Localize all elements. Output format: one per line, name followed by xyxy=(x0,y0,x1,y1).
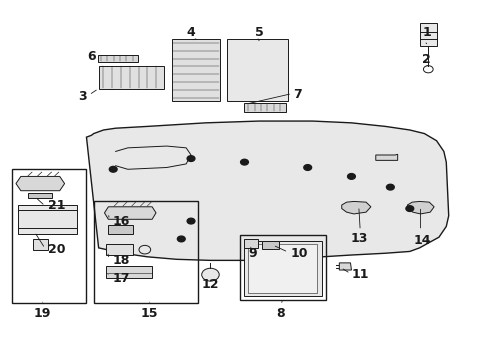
Polygon shape xyxy=(99,66,164,89)
Polygon shape xyxy=(106,244,132,255)
Polygon shape xyxy=(375,154,397,160)
Polygon shape xyxy=(104,207,156,219)
Circle shape xyxy=(187,218,195,224)
Polygon shape xyxy=(243,239,258,248)
Circle shape xyxy=(405,206,413,211)
Text: 1: 1 xyxy=(422,26,430,39)
Polygon shape xyxy=(339,263,351,270)
Circle shape xyxy=(240,159,248,165)
Text: 14: 14 xyxy=(412,234,430,247)
Text: 11: 11 xyxy=(351,268,368,281)
Text: 5: 5 xyxy=(254,26,263,39)
Circle shape xyxy=(347,174,355,179)
Polygon shape xyxy=(244,103,285,112)
Polygon shape xyxy=(16,176,64,191)
Text: 4: 4 xyxy=(186,26,195,39)
Text: 9: 9 xyxy=(248,247,257,260)
Polygon shape xyxy=(108,225,132,234)
Polygon shape xyxy=(227,39,287,102)
Circle shape xyxy=(386,184,393,190)
Text: 3: 3 xyxy=(78,90,86,103)
Text: 7: 7 xyxy=(292,88,301,101)
Polygon shape xyxy=(243,241,322,296)
Polygon shape xyxy=(86,121,448,260)
Text: 19: 19 xyxy=(34,307,51,320)
Text: 21: 21 xyxy=(47,198,65,212)
Polygon shape xyxy=(407,202,433,214)
Polygon shape xyxy=(261,242,278,249)
Text: 20: 20 xyxy=(47,243,65,256)
Text: 6: 6 xyxy=(87,50,96,63)
Text: 18: 18 xyxy=(112,254,129,267)
Text: 16: 16 xyxy=(112,215,129,228)
Polygon shape xyxy=(28,193,52,198)
Polygon shape xyxy=(33,239,47,249)
Polygon shape xyxy=(419,23,436,46)
Text: 2: 2 xyxy=(422,53,430,66)
Circle shape xyxy=(303,165,311,170)
Text: 13: 13 xyxy=(349,232,366,245)
Polygon shape xyxy=(19,205,77,234)
Polygon shape xyxy=(171,39,220,102)
Polygon shape xyxy=(98,55,137,62)
Text: 10: 10 xyxy=(290,247,307,260)
Circle shape xyxy=(177,236,185,242)
Polygon shape xyxy=(106,266,152,278)
Circle shape xyxy=(109,166,117,172)
Text: 15: 15 xyxy=(141,307,158,320)
Polygon shape xyxy=(341,202,370,214)
Circle shape xyxy=(187,156,195,161)
Text: 12: 12 xyxy=(202,278,219,291)
Text: 8: 8 xyxy=(276,307,285,320)
Circle shape xyxy=(139,246,150,254)
Text: 17: 17 xyxy=(112,272,129,285)
Polygon shape xyxy=(248,244,317,293)
Circle shape xyxy=(201,268,219,281)
